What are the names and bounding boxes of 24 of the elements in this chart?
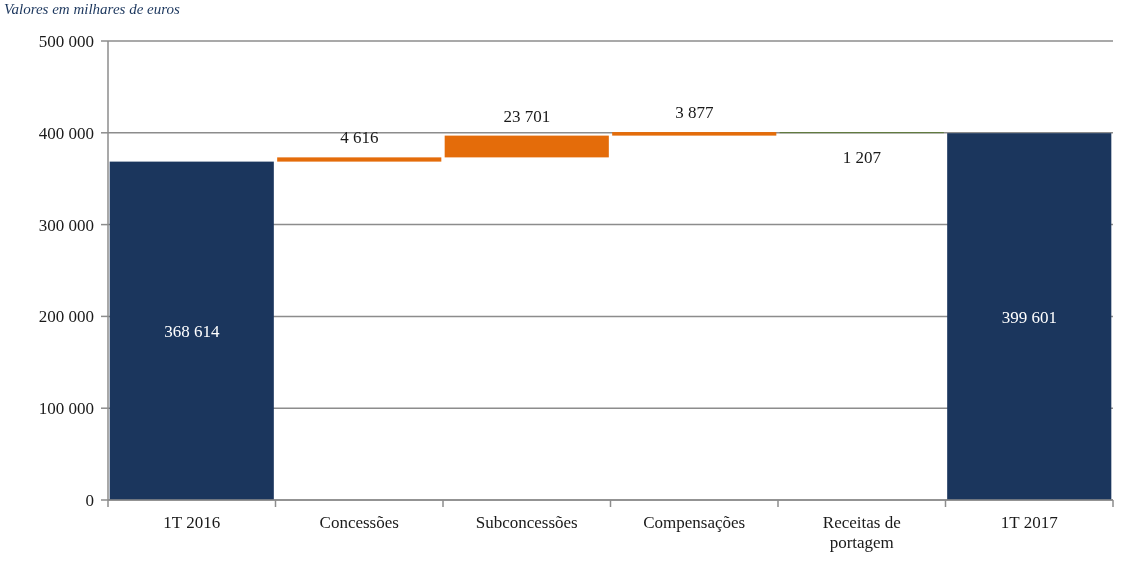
bar bbox=[947, 133, 1112, 500]
data-label: 1 207 bbox=[842, 148, 882, 168]
data-label: 368 614 bbox=[164, 321, 220, 341]
bar bbox=[277, 157, 442, 162]
data-label: 23 701 bbox=[503, 106, 551, 126]
chart-subtitle: Valores em milhares de euros bbox=[4, 1, 180, 17]
data-label: 399 601 bbox=[1001, 307, 1057, 327]
x-tick-label: Subconcessões bbox=[475, 513, 578, 532]
x-tick-label: Compensações bbox=[643, 513, 746, 532]
bar bbox=[109, 161, 274, 500]
bar bbox=[612, 132, 777, 136]
y-tick-label: 200 000 bbox=[38, 307, 94, 327]
x-tick-label: Concessões bbox=[319, 513, 399, 532]
y-tick-label: 400 000 bbox=[38, 123, 94, 143]
x-tick-label: Receitas de portagem bbox=[822, 513, 901, 552]
y-tick-label: 100 000 bbox=[38, 399, 94, 419]
data-label: 3 877 bbox=[675, 103, 714, 123]
data-label: 4 616 bbox=[340, 128, 379, 148]
bar bbox=[444, 135, 609, 158]
x-tick-label: 1T 2016 bbox=[163, 513, 221, 532]
y-tick-label: 0 bbox=[85, 491, 94, 510]
x-tick-label: 1T 2017 bbox=[1000, 513, 1059, 532]
y-tick-label: 500 000 bbox=[38, 32, 94, 51]
y-tick-label: 300 000 bbox=[38, 215, 94, 235]
